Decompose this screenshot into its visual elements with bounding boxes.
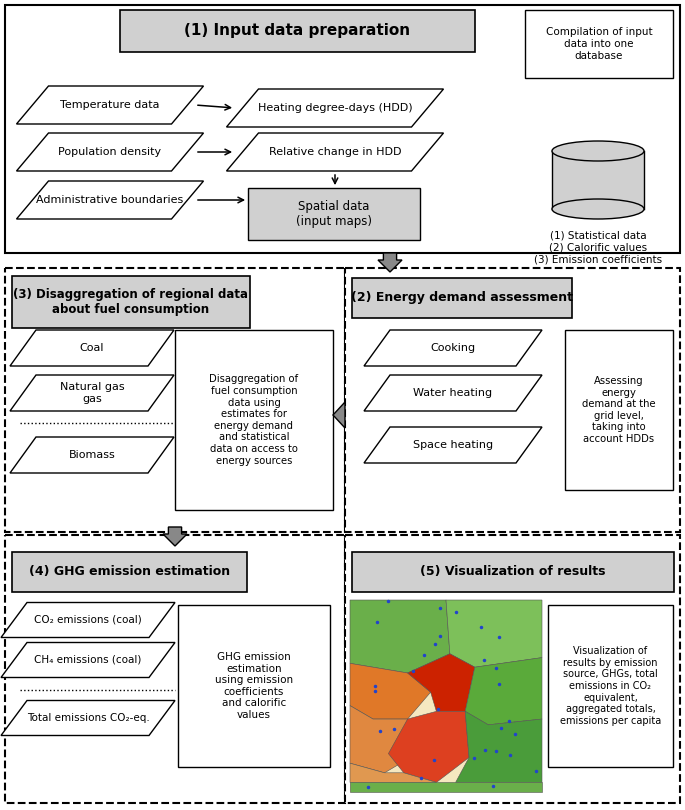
Text: Compilation of input
data into one
database: Compilation of input data into one datab… [546,28,652,61]
Text: Relative change in HDD: Relative change in HDD [269,147,401,157]
Bar [5,535,345,803]
Bar [175,330,333,510]
Polygon shape [1,642,175,677]
Polygon shape [227,89,443,127]
Text: Temperature data: Temperature data [60,100,160,110]
Text: (3) Disaggregation of regional data
about fuel consumption: (3) Disaggregation of regional data abou… [14,288,249,316]
Bar [178,605,330,767]
Text: CH₄ emissions (coal): CH₄ emissions (coal) [34,655,142,665]
Polygon shape [1,701,175,735]
Text: Visualization of
results by emission
source, GHGs, total
emissions in CO₂
equiva: Visualization of results by emission sou… [560,646,661,726]
Polygon shape [163,527,187,546]
Polygon shape [333,402,345,428]
Bar [350,600,542,792]
Text: Assessing
energy
demand at the
grid level,
taking into
account HDDs: Assessing energy demand at the grid leve… [582,376,656,444]
Bar [12,276,250,328]
Polygon shape [465,658,542,725]
Text: Water heating: Water heating [414,388,493,398]
Text: Natural gas
gas: Natural gas gas [60,382,124,404]
Text: Space heating: Space heating [413,440,493,450]
Bar [565,330,673,490]
Text: Total emissions CO₂-eq.: Total emissions CO₂-eq. [27,713,149,723]
Text: (4) GHG emission estimation: (4) GHG emission estimation [29,565,230,578]
Bar [345,268,680,532]
Polygon shape [10,330,174,366]
Text: Heating degree-days (HDD): Heating degree-days (HDD) [258,103,412,113]
Ellipse shape [552,199,644,219]
Text: (1) Input data preparation: (1) Input data preparation [184,23,410,39]
Bar [12,552,247,592]
Polygon shape [446,600,542,667]
Text: (5) Visualization of results: (5) Visualization of results [421,565,606,578]
Bar [352,278,572,318]
Polygon shape [10,375,174,411]
Polygon shape [378,253,402,272]
Text: GHG emission
estimation
using emission
coefficients
and calorific
values: GHG emission estimation using emission c… [215,652,293,720]
Text: Spatial data
(input maps): Spatial data (input maps) [296,200,372,228]
Text: Coal: Coal [79,343,104,353]
Polygon shape [16,181,203,219]
Polygon shape [364,375,542,411]
Polygon shape [350,706,417,773]
Bar [345,535,680,803]
Polygon shape [16,133,203,171]
Bar [5,5,680,253]
Bar [548,605,673,767]
Bar [5,268,345,532]
Polygon shape [350,782,542,792]
Bar [552,151,644,209]
Text: Population density: Population density [58,147,162,157]
Polygon shape [364,330,542,366]
Polygon shape [350,763,436,782]
Polygon shape [350,600,450,673]
Text: Disaggregation of
fuel consumption
data using
estimates for
energy demand
and st: Disaggregation of fuel consumption data … [210,374,299,466]
Polygon shape [227,133,443,171]
Text: CO₂ emissions (coal): CO₂ emissions (coal) [34,615,142,625]
Polygon shape [388,711,469,782]
Polygon shape [16,86,203,124]
Polygon shape [456,711,542,782]
Ellipse shape [552,141,644,161]
Bar [248,188,420,240]
Bar [120,10,475,52]
Polygon shape [1,603,175,637]
Bar [352,552,674,592]
Text: Cooking: Cooking [430,343,475,353]
Polygon shape [408,654,475,711]
Polygon shape [364,427,542,463]
Text: Biomass: Biomass [68,450,115,460]
Polygon shape [350,663,431,719]
Text: Administrative boundaries: Administrative boundaries [36,195,184,205]
Polygon shape [10,437,174,473]
Text: (1) Statistical data
(2) Calorific values
(3) Emission coefficients: (1) Statistical data (2) Calorific value… [534,231,662,264]
Text: (2) Energy demand assessment: (2) Energy demand assessment [351,292,573,305]
Bar [525,10,673,78]
